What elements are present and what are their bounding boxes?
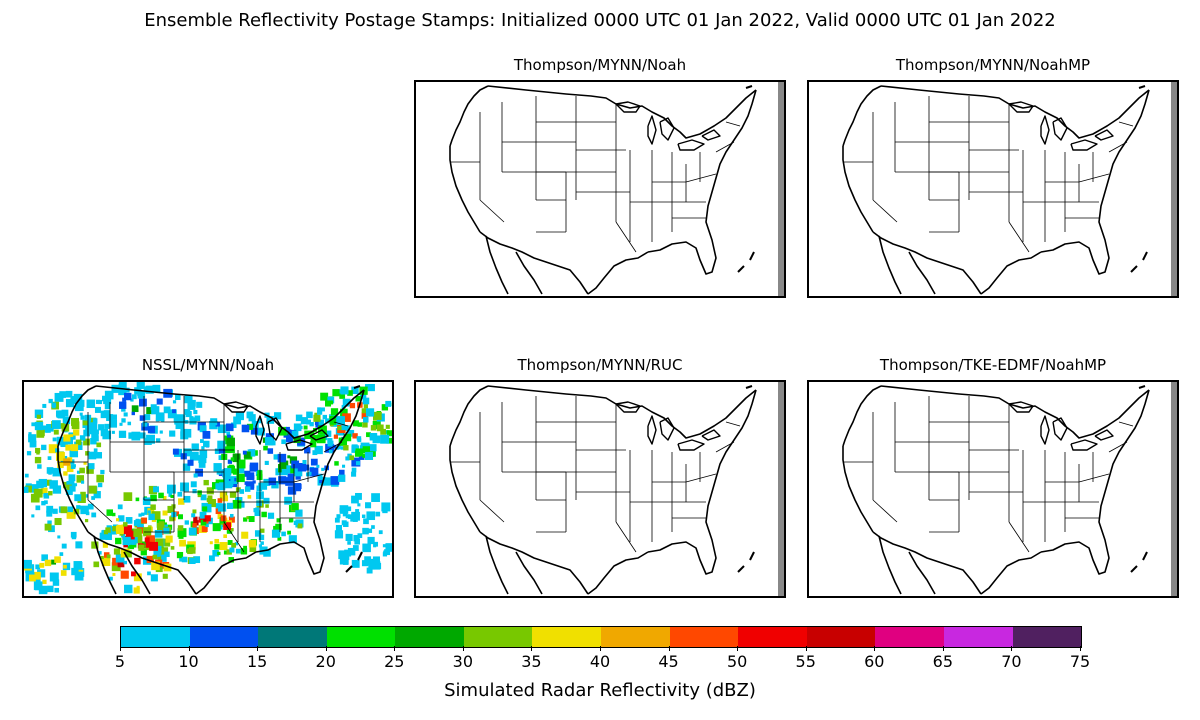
colorbar-tick-mark <box>257 646 259 651</box>
map-drawing <box>416 82 784 296</box>
colorbar-tick-mark <box>737 646 739 651</box>
colorbar-segment <box>326 627 396 647</box>
colorbar-tick-mark <box>874 646 876 651</box>
colorbar-tick-label: 15 <box>246 652 268 671</box>
panel-title-thompson-mynn-ruc: Thompson/MYNN/RUC <box>517 356 683 374</box>
colorbar-tick-label: 70 <box>1001 652 1022 671</box>
colorbar-segment <box>395 627 464 647</box>
colorbar-tick-label: 45 <box>658 652 679 671</box>
colorbar-tick-mark <box>462 646 464 651</box>
map-drawing <box>809 82 1177 296</box>
colorbar-tick-label: 30 <box>452 652 474 671</box>
colorbar-segment <box>875 627 944 647</box>
colorbar-tick-label: 65 <box>932 652 954 671</box>
reflectivity-field <box>24 382 392 595</box>
colorbar-tick-mark <box>1011 646 1013 651</box>
colorbar-segment <box>601 627 670 647</box>
colorbar-tick-mark <box>668 646 670 651</box>
colorbar-label: Simulated Radar Reflectivity (dBZ) <box>444 680 756 701</box>
figure-title: Ensemble Reflectivity Postage Stamps: In… <box>144 10 1056 31</box>
colorbar-tick-mark <box>942 646 944 651</box>
panel-title-nssl-mynn-noah: NSSL/MYNN/Noah <box>141 356 275 374</box>
colorbar-tick-label: 25 <box>384 652 405 671</box>
colorbar-tick-label: 40 <box>589 652 611 671</box>
panel-title-thompson-mynn-noahmp: Thompson/MYNN/NoahMP <box>895 56 1091 74</box>
map-panel-thompson-mynn-noah <box>414 80 786 298</box>
colorbar-segment <box>258 627 327 647</box>
colorbar-tick-mark <box>805 646 807 651</box>
colorbar-tick-mark <box>531 646 533 651</box>
colorbar-tick-mark <box>188 646 190 651</box>
colorbar-tick-label: 55 <box>795 652 816 671</box>
colorbar-tick-mark <box>394 646 396 651</box>
colorbar-tick-mark <box>325 646 327 651</box>
colorbar-segment <box>669 627 739 647</box>
colorbar-segment <box>806 627 876 647</box>
map-drawing <box>24 382 392 596</box>
panel-title-thompson-mynn-noah: Thompson/MYNN/Noah <box>513 56 687 74</box>
map-panel-thompson-mynn-ruc <box>414 380 786 598</box>
colorbar-tick-label: 10 <box>178 652 199 671</box>
colorbar-tick-label: 75 <box>1069 652 1091 671</box>
map-drawing <box>809 382 1177 596</box>
colorbar-tick-mark <box>120 646 121 651</box>
panel-title-thompson-tke-edmf-noahmp: Thompson/TKE-EDMF/NoahMP <box>879 356 1107 374</box>
colorbar-segment <box>189 627 259 647</box>
colorbar-tick-label: 50 <box>726 652 748 671</box>
colorbar-segment <box>532 627 602 647</box>
colorbar-tick-mark <box>1080 646 1081 651</box>
colorbar-tick-label: 20 <box>315 652 336 671</box>
map-panel-thompson-mynn-noahmp <box>807 80 1179 298</box>
colorbar-tick-label: 60 <box>864 652 885 671</box>
colorbar-segment <box>943 627 1013 647</box>
colorbar-tick-label: 35 <box>521 652 542 671</box>
reflectivity-colorbar <box>120 626 1082 648</box>
colorbar-segment <box>1012 627 1082 647</box>
colorbar-tick-label: 5 <box>114 652 126 671</box>
colorbar-segment <box>738 627 807 647</box>
colorbar-tick-mark <box>600 646 601 651</box>
map-drawing <box>416 382 784 596</box>
map-panel-thompson-tke-edmf-noahmp <box>807 380 1179 598</box>
colorbar-segment <box>463 627 533 647</box>
map-panel-nssl-mynn-noah <box>22 380 394 598</box>
colorbar-segment <box>121 627 190 647</box>
